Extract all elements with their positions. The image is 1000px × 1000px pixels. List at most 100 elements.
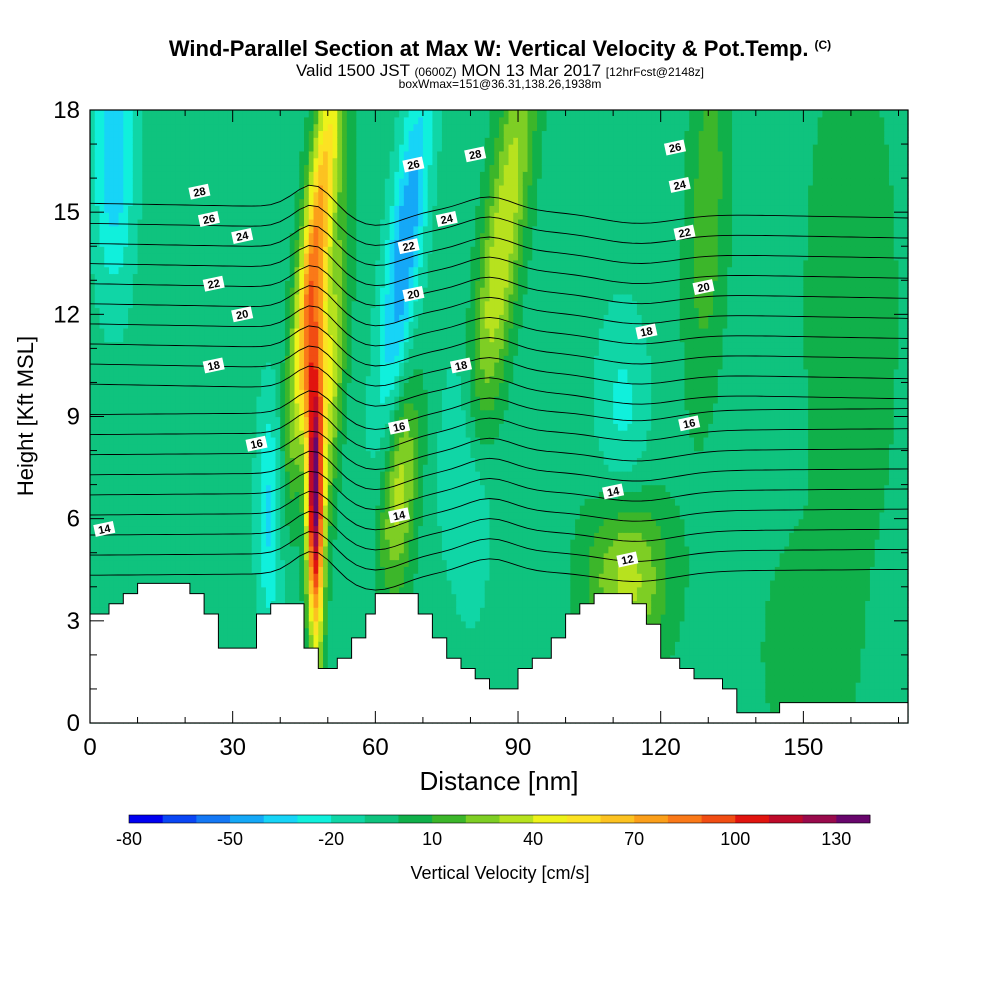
field-cell (265, 498, 272, 506)
field-cell (99, 375, 105, 384)
field-cell (337, 327, 343, 336)
field-cell (308, 491, 315, 499)
field-cell (218, 348, 224, 356)
field-cell (218, 341, 224, 349)
field-cell (104, 355, 110, 363)
field-cell (128, 341, 134, 349)
field-cell (289, 518, 296, 527)
field-cell (194, 300, 200, 309)
field-cell (232, 477, 239, 486)
field-cell (337, 586, 343, 595)
field-cell (256, 116, 262, 125)
field-cell (137, 368, 143, 377)
field-cell (332, 545, 338, 554)
field-cell (223, 314, 229, 322)
field-cell (337, 110, 343, 118)
field-cell (323, 191, 329, 200)
field-cell (118, 287, 124, 295)
field-cell (128, 314, 134, 322)
field-cell (213, 321, 220, 329)
field-cell (223, 334, 229, 343)
field-cell (332, 314, 338, 322)
field-cell (308, 157, 315, 166)
field-cell (175, 266, 181, 275)
field-cell (166, 559, 172, 567)
field-cell (313, 253, 319, 261)
field-cell (289, 409, 296, 418)
field-cell (332, 348, 338, 356)
field-cell (280, 123, 286, 132)
field-cell (227, 327, 234, 336)
field-cell (94, 300, 101, 309)
field-cell (170, 123, 177, 132)
field-cell (156, 539, 162, 547)
field-cell (223, 184, 229, 193)
field-cell (261, 198, 267, 206)
field-cell (132, 511, 139, 520)
field-cell (351, 627, 357, 636)
field-cell (280, 457, 286, 465)
field-cell (251, 171, 258, 179)
field-cell (194, 416, 200, 424)
field-cell (156, 164, 162, 172)
field-cell (180, 259, 186, 268)
field-cell (323, 375, 329, 384)
field-cell (284, 491, 291, 499)
field-cell (166, 334, 172, 343)
field-cell (142, 443, 148, 452)
field-cell (166, 416, 172, 424)
field-cell (109, 287, 115, 295)
field-cell (175, 464, 181, 472)
field-cell (346, 614, 353, 622)
field-cell (342, 559, 348, 567)
field-cell (147, 123, 153, 132)
field-cell (109, 266, 115, 275)
field-cell (323, 144, 329, 152)
field-cell (294, 218, 300, 227)
field-cell (156, 552, 162, 561)
field-cell (232, 368, 239, 377)
field-cell (156, 545, 162, 554)
field-cell (185, 511, 191, 520)
field-cell (104, 157, 110, 166)
field-cell (284, 450, 291, 458)
field-cell (227, 579, 234, 588)
field-cell (123, 348, 129, 356)
field-cell (232, 552, 239, 561)
field-cell (161, 130, 167, 138)
field-cell (256, 457, 262, 465)
field-cell (109, 178, 115, 186)
field-cell (194, 198, 200, 206)
field-cell (284, 205, 291, 213)
field-cell (251, 293, 258, 302)
field-cell (180, 552, 186, 561)
field-cell (170, 130, 177, 138)
field-cell (204, 593, 210, 601)
field-cell (232, 280, 239, 288)
field-cell (342, 212, 348, 220)
field-cell (256, 518, 262, 527)
field-cell (251, 341, 258, 349)
field-cell (218, 491, 224, 499)
field-cell (123, 396, 129, 404)
field-cell (265, 191, 272, 200)
field-cell (313, 532, 319, 540)
field-cell (256, 525, 262, 533)
field-cell (132, 273, 139, 281)
field-cell (142, 518, 148, 527)
field-cell (280, 259, 286, 268)
field-cell (237, 457, 243, 465)
field-cell (218, 246, 224, 254)
field-cell (346, 225, 353, 234)
field-cell (337, 389, 343, 397)
field-cell (346, 470, 353, 479)
field-cell (256, 130, 262, 138)
field-cell (265, 573, 272, 581)
field-cell (194, 355, 200, 363)
field-cell (275, 212, 281, 220)
field-cell (261, 396, 267, 404)
field-cell (161, 164, 167, 172)
field-cell (218, 334, 224, 343)
field-cell (232, 443, 239, 452)
field-cell (251, 491, 258, 499)
